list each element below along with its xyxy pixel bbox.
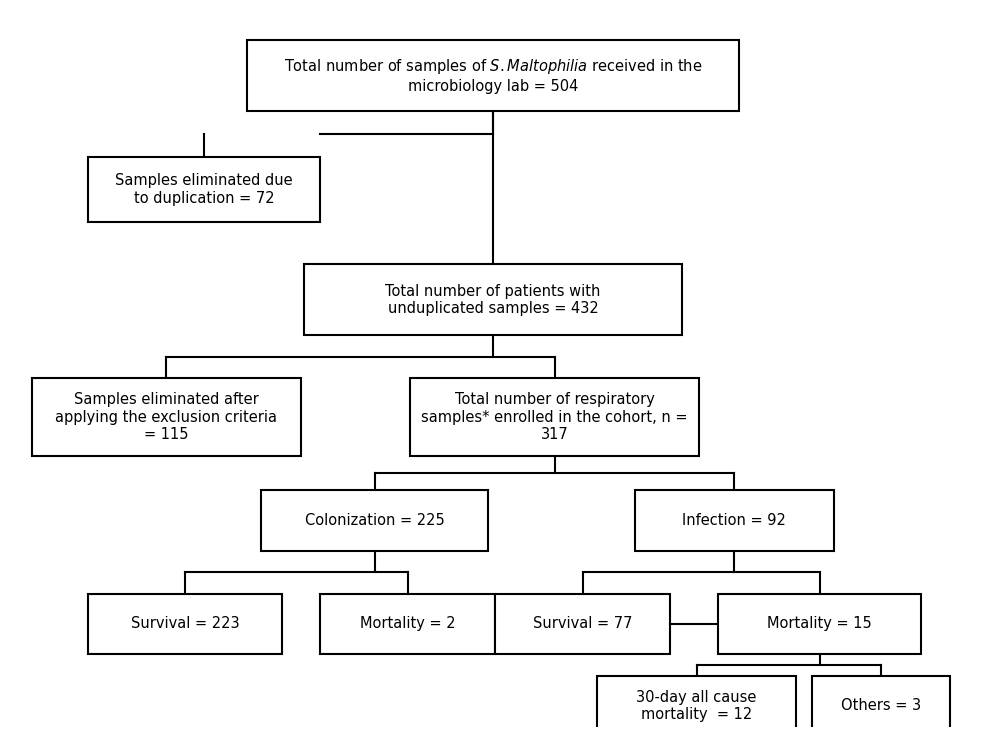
FancyBboxPatch shape <box>261 490 488 551</box>
Text: Survival = 223: Survival = 223 <box>131 617 240 631</box>
Text: Total number of samples of $\it{S. Maltophilia}$ received in the
microbiology la: Total number of samples of $\it{S. Malto… <box>284 57 702 93</box>
FancyBboxPatch shape <box>32 378 302 456</box>
Text: Samples eliminated due
to duplication = 72: Samples eliminated due to duplication = … <box>115 173 293 206</box>
Text: Others = 3: Others = 3 <box>841 698 921 713</box>
Text: Survival = 77: Survival = 77 <box>533 617 633 631</box>
Text: Total number of respiratory
samples* enrolled in the cohort, n =
317: Total number of respiratory samples* enr… <box>421 393 688 442</box>
FancyBboxPatch shape <box>812 675 950 736</box>
FancyBboxPatch shape <box>598 675 796 736</box>
FancyBboxPatch shape <box>320 594 495 654</box>
Text: Mortality = 15: Mortality = 15 <box>767 617 872 631</box>
Text: Total number of patients with
unduplicated samples = 432: Total number of patients with unduplicat… <box>386 283 600 316</box>
Text: 30-day all cause
mortality  = 12: 30-day all cause mortality = 12 <box>636 689 756 722</box>
FancyBboxPatch shape <box>495 594 670 654</box>
Text: Mortality = 2: Mortality = 2 <box>360 617 456 631</box>
FancyBboxPatch shape <box>635 490 834 551</box>
Text: Infection = 92: Infection = 92 <box>682 513 786 528</box>
Text: Samples eliminated after
applying the exclusion criteria
= 115: Samples eliminated after applying the ex… <box>55 393 277 442</box>
FancyBboxPatch shape <box>718 594 921 654</box>
FancyBboxPatch shape <box>304 264 682 335</box>
FancyBboxPatch shape <box>89 157 320 222</box>
FancyBboxPatch shape <box>89 594 282 654</box>
Text: Colonization = 225: Colonization = 225 <box>305 513 445 528</box>
FancyBboxPatch shape <box>246 40 740 111</box>
FancyBboxPatch shape <box>410 378 699 456</box>
